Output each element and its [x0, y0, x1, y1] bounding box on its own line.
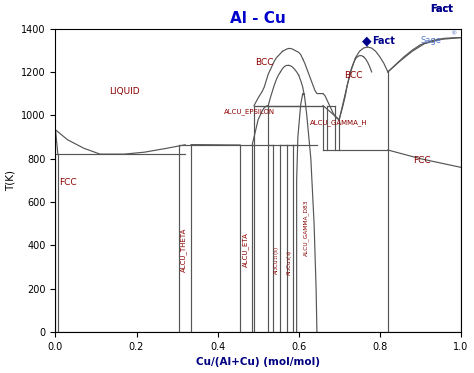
Title: Al - Cu: Al - Cu — [230, 11, 286, 26]
Text: FCC: FCC — [413, 156, 431, 165]
Text: ALCU_THETA: ALCU_THETA — [181, 228, 187, 272]
Text: ALCU_EPSILON: ALCU_EPSILON — [224, 108, 275, 115]
Y-axis label: T(K): T(K) — [6, 170, 16, 191]
Text: BCC: BCC — [255, 59, 273, 68]
X-axis label: Cu/(Al+Cu) (mol/mol): Cu/(Al+Cu) (mol/mol) — [196, 357, 320, 367]
Text: ALCU_ETA: ALCU_ETA — [242, 232, 248, 267]
Text: Fact: Fact — [430, 4, 453, 14]
Text: Fact: Fact — [430, 4, 453, 14]
Text: ALCU_GAMMA_H: ALCU_GAMMA_H — [310, 119, 368, 126]
Text: Al$_2$Cu$_3$(s): Al$_2$Cu$_3$(s) — [285, 250, 294, 276]
Text: FCC: FCC — [60, 178, 77, 187]
Text: LIQUID: LIQUID — [109, 87, 140, 95]
Text: ALCU_GAMMA_D83: ALCU_GAMMA_D83 — [303, 200, 309, 256]
Text: BCC: BCC — [344, 71, 363, 81]
Text: Al$_2$Cu$_{11}$(s): Al$_2$Cu$_{11}$(s) — [272, 246, 281, 275]
